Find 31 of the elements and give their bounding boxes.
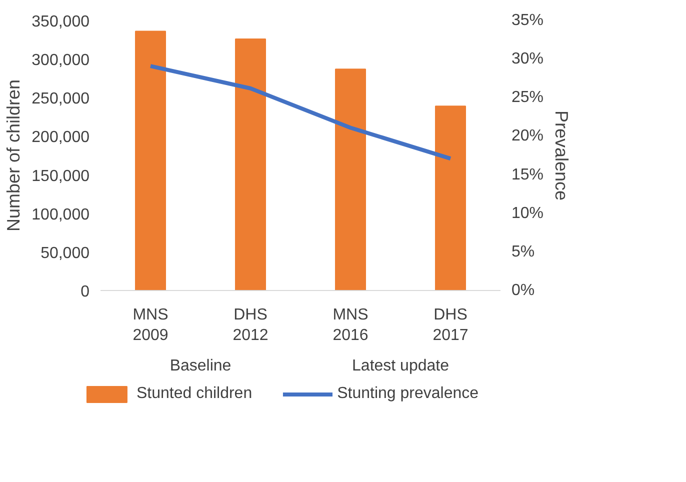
y-tick-label: 0 xyxy=(80,284,90,300)
y-tick-label: 50,000 xyxy=(40,244,90,262)
y-axis-title: Number of children xyxy=(4,79,24,232)
legend-label: Stunted children xyxy=(136,385,252,403)
y-tick-label: 350,000 xyxy=(32,14,90,30)
y-tick-label: 200,000 xyxy=(32,129,90,146)
bar xyxy=(135,30,166,290)
x-tick-label: DHS 2012 xyxy=(232,306,268,344)
y2-tick-label: 5% xyxy=(512,243,535,260)
x-tick-label: DHS 2017 xyxy=(432,306,468,344)
y-tick-label: 150,000 xyxy=(32,168,90,185)
y2-axis-title: Prevalence xyxy=(552,110,572,201)
y2-tick-label: 25% xyxy=(512,89,544,106)
y-tick-label: 250,000 xyxy=(32,90,90,108)
bar xyxy=(235,38,266,290)
y2-tick-label: 15% xyxy=(512,166,544,184)
y2-tick-label: 30% xyxy=(512,50,544,68)
y-tick-label: 300,000 xyxy=(32,52,90,70)
y-tick-label: 100,000 xyxy=(32,206,90,224)
y2-tick-label: 10% xyxy=(512,204,544,222)
text: Baseline xyxy=(170,358,232,374)
x-tick-label: MNS 2009 xyxy=(132,306,168,344)
line-series xyxy=(148,64,452,161)
y2-tick-label: 20% xyxy=(512,128,544,145)
bar xyxy=(435,106,466,290)
legend-label: Stunting prevalence xyxy=(337,385,479,403)
bar xyxy=(335,68,366,290)
x-tick-label: MNS 2016 xyxy=(332,306,368,344)
y2-tick-label: 0% xyxy=(512,282,535,299)
text: Latest update xyxy=(352,358,450,374)
y2-tick-label: 35% xyxy=(512,12,544,29)
